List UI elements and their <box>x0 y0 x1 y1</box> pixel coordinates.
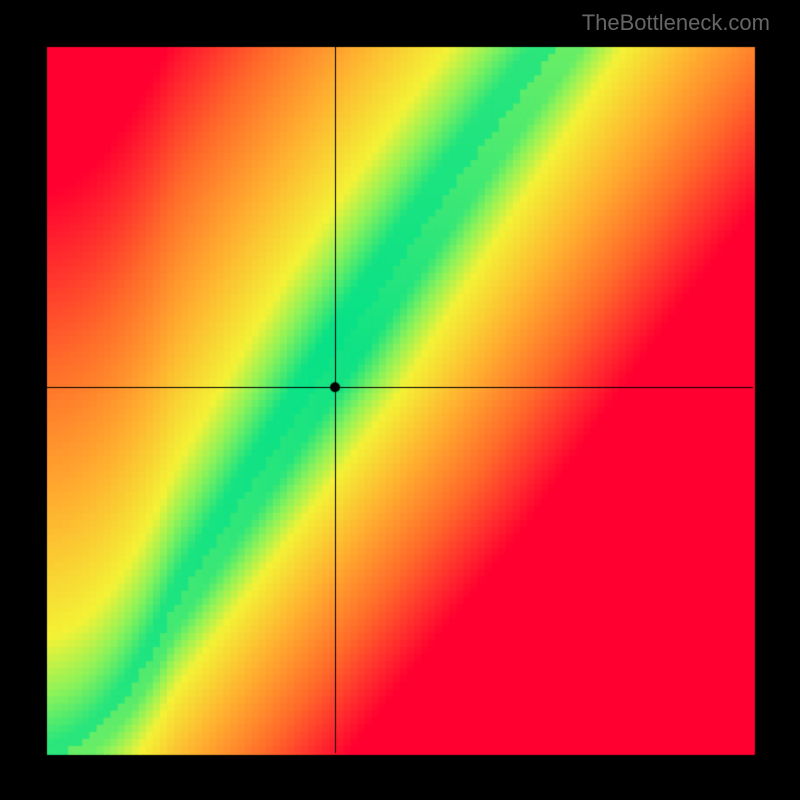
watermark-text: TheBottleneck.com <box>582 10 770 36</box>
bottleneck-heatmap <box>0 0 800 800</box>
chart-container: { "watermark": { "text": "TheBottleneck.… <box>0 0 800 800</box>
